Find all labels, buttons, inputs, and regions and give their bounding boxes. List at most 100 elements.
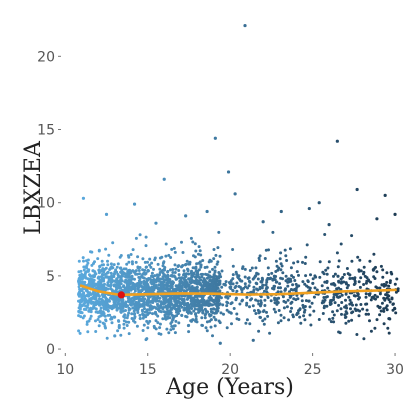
outlier-point (393, 212, 397, 216)
data-point (152, 267, 155, 271)
data-point (144, 315, 148, 319)
data-point (356, 255, 360, 259)
data-point (171, 271, 175, 274)
data-point (92, 294, 96, 298)
data-point (116, 301, 120, 305)
data-point (325, 304, 329, 308)
data-point (145, 337, 149, 341)
data-point (291, 283, 295, 287)
data-point (335, 309, 339, 313)
data-point (217, 295, 221, 299)
data-point (302, 310, 306, 314)
data-point (138, 290, 142, 293)
data-point (86, 269, 90, 273)
data-point (100, 268, 104, 272)
data-point (99, 311, 102, 315)
data-point (308, 305, 312, 309)
data-point (189, 276, 193, 280)
data-point (381, 275, 385, 279)
data-point (267, 248, 270, 252)
data-point (106, 263, 110, 267)
data-point (98, 320, 102, 324)
data-point (167, 331, 171, 335)
data-point (187, 305, 191, 308)
data-point (153, 311, 157, 315)
data-point (203, 316, 207, 320)
data-point (128, 268, 132, 272)
data-point (208, 270, 212, 274)
data-point (253, 275, 257, 278)
data-point (134, 260, 138, 264)
data-point (378, 313, 382, 317)
data-point (120, 272, 124, 276)
data-point (122, 322, 126, 326)
data-point (104, 307, 108, 311)
data-point (85, 283, 89, 287)
data-point (145, 282, 149, 286)
data-point (178, 283, 182, 287)
data-point (212, 315, 216, 319)
data-point (149, 288, 152, 292)
x-tick-label: 20 (221, 362, 239, 378)
data-point (201, 311, 205, 315)
data-point (391, 302, 395, 306)
data-point (167, 312, 171, 316)
data-point (292, 275, 295, 279)
data-point (254, 312, 258, 315)
data-point (212, 248, 216, 251)
data-point (322, 272, 326, 276)
data-point (137, 269, 141, 272)
data-point (305, 284, 309, 288)
data-point (133, 315, 137, 319)
data-point (260, 280, 264, 284)
data-point (261, 319, 265, 323)
data-point (183, 294, 187, 298)
data-point (86, 330, 90, 334)
data-point (127, 297, 131, 301)
data-point (97, 324, 101, 328)
data-point (295, 311, 299, 315)
data-point (231, 273, 235, 277)
data-point (167, 284, 171, 288)
data-point (194, 312, 198, 316)
data-point (324, 268, 328, 272)
data-point (204, 287, 208, 291)
data-point (344, 298, 347, 302)
data-point (89, 310, 93, 314)
data-point (120, 279, 124, 283)
data-point (205, 276, 209, 280)
data-point (113, 294, 117, 298)
data-point (378, 306, 381, 310)
data-point (170, 324, 174, 328)
data-point (390, 297, 394, 301)
data-point (217, 303, 221, 307)
data-point (109, 280, 113, 284)
data-point (375, 286, 379, 290)
data-point (200, 294, 204, 298)
data-point (230, 322, 233, 326)
data-point (171, 327, 175, 331)
data-point (200, 323, 204, 327)
data-point (350, 276, 354, 280)
data-point (295, 270, 299, 274)
data-point (91, 307, 94, 311)
data-point (329, 320, 333, 324)
data-point (97, 249, 101, 253)
data-point (176, 287, 180, 291)
data-point (143, 307, 146, 311)
data-point (238, 302, 242, 306)
data-point (213, 324, 217, 328)
data-point (138, 272, 141, 276)
data-point (175, 277, 179, 281)
outlier-point (383, 193, 387, 197)
data-point (105, 336, 109, 340)
data-point (251, 304, 255, 308)
data-point (160, 280, 164, 284)
data-point (219, 311, 223, 315)
data-point (395, 277, 399, 281)
data-point (115, 282, 119, 286)
data-point (263, 257, 267, 260)
x-tick-label: 15 (139, 362, 157, 378)
data-point (167, 281, 170, 285)
